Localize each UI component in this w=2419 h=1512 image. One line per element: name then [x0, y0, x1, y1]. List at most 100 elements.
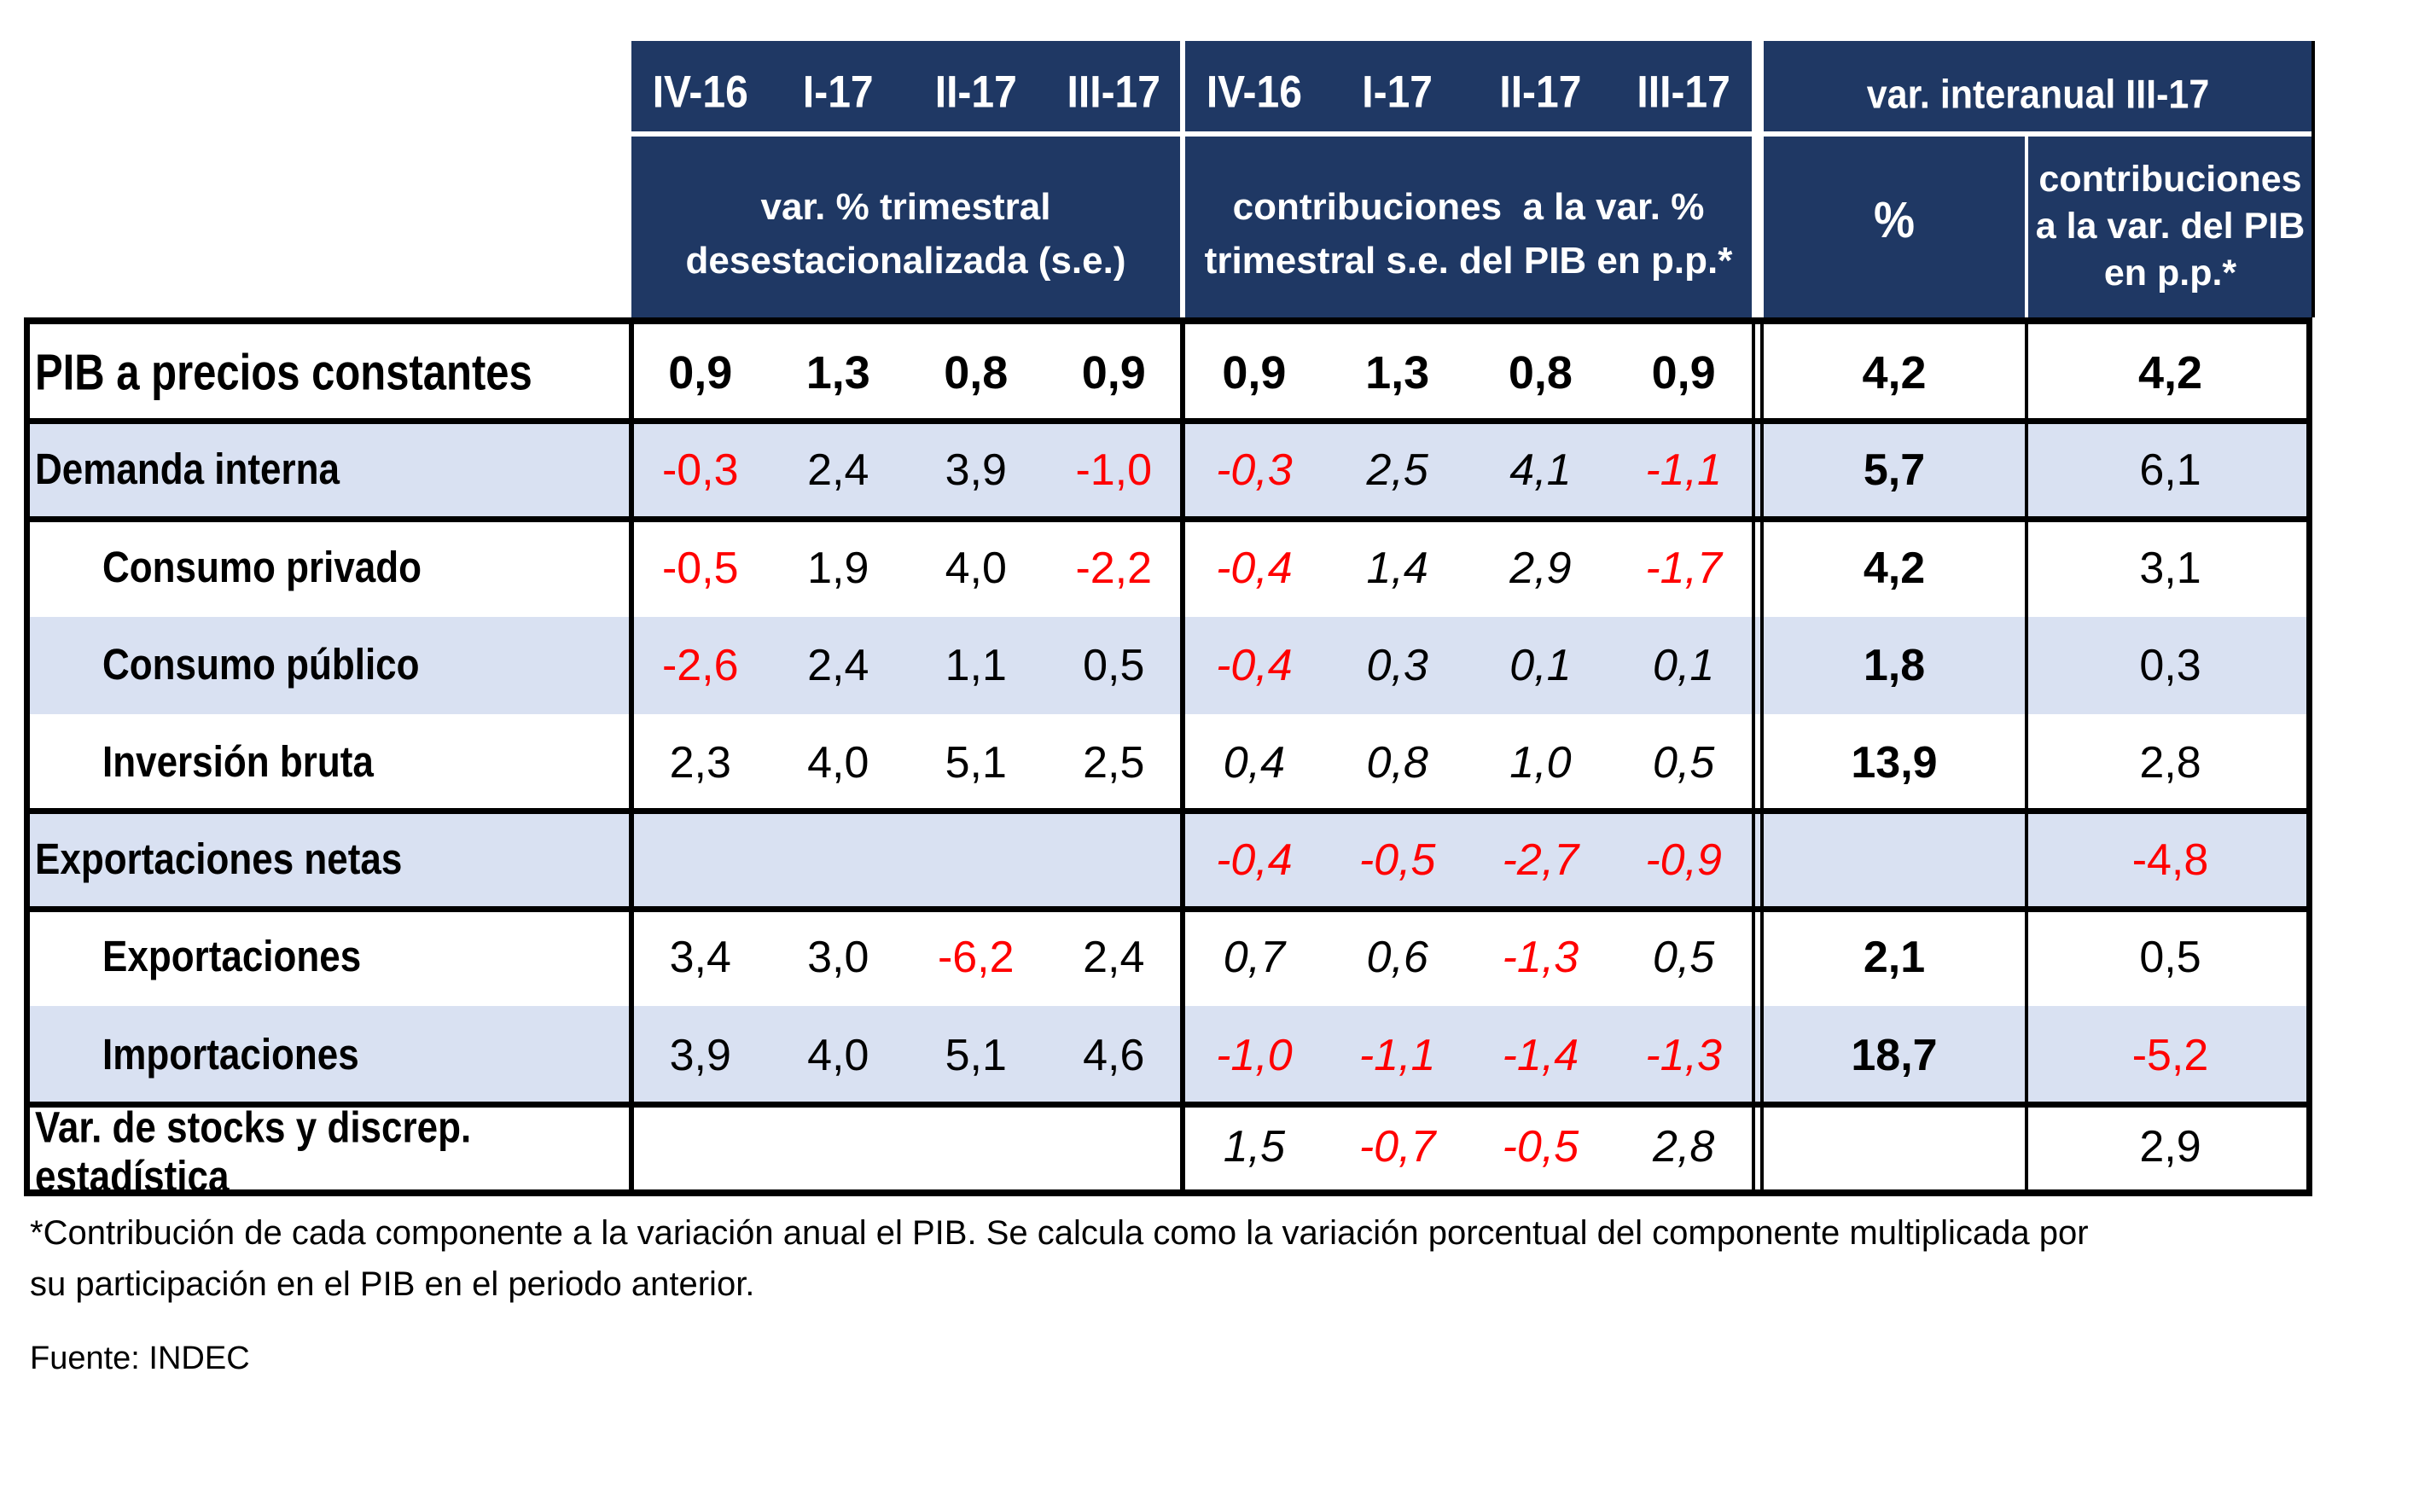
table-row-divider-3	[24, 807, 2312, 814]
cell-importaciones-contrib-1: -1,1	[1358, 1030, 1436, 1080]
row-label-consumo-publico: Consumo público	[102, 641, 420, 689]
cell-var-stocks-contrib-2: -0,5	[1502, 1122, 1579, 1172]
cell-inversion-bruta-contrib-1: 0,8	[1366, 737, 1428, 788]
table-col-divider-groups	[1180, 317, 1185, 1196]
cell-inversion-bruta-se-1: 4,0	[807, 737, 869, 788]
cell-consumo-privado-se-0: -0,5	[661, 543, 739, 593]
table-border-bottom	[24, 1189, 2312, 1196]
footnote-line1: *Contribución de cada componente a la va…	[30, 1214, 2089, 1253]
footnote-line2: su participación en el PIB en el periodo…	[30, 1265, 755, 1304]
header-title-interanual: var. interanual III-17	[1866, 72, 2210, 117]
header-quarter-contrib-III-17: III-17	[1637, 67, 1730, 118]
cell-exportaciones-netas-contrib-1: -0,5	[1358, 835, 1436, 885]
header-title-contrib-line2: trimestral s.e. del PIB en p.p.*	[1204, 239, 1733, 282]
header-title-contrib-pib-line2: a la var. del PIB	[2035, 205, 2306, 247]
cell-exportaciones-contrib-1: 0,6	[1366, 933, 1428, 982]
cell-exportaciones-se-3: 2,4	[1083, 933, 1145, 982]
cell-importaciones-se-1: 4,0	[807, 1030, 869, 1080]
cell-inversion-bruta-yoy-pct: 13,9	[1851, 737, 1938, 788]
cell-inversion-bruta-se-2: 5,1	[945, 737, 1007, 788]
header-band-title-se	[631, 137, 1180, 317]
source-note: Fuente: INDEC	[30, 1340, 250, 1376]
cell-importaciones-yoy-contrib: -5,2	[2131, 1030, 2209, 1080]
cell-exportaciones-netas-yoy-contrib: -4,8	[2131, 835, 2209, 885]
cell-pib-yoy-contrib: 4,2	[2137, 346, 2203, 398]
cell-inversion-bruta-contrib-2: 1,0	[1509, 737, 1572, 788]
header-band-title-contrib	[1185, 137, 1752, 317]
table-col-divider-label	[629, 317, 634, 1196]
cell-consumo-privado-contrib-2: 2,9	[1509, 543, 1572, 593]
header-quarter-contrib-I-17: I-17	[1362, 67, 1433, 118]
cell-consumo-privado-yoy-pct: 4,2	[1863, 543, 1926, 593]
table-border-top	[24, 317, 2312, 324]
cell-consumo-publico-se-0: -2,6	[661, 641, 739, 690]
cell-pib-se-2: 0,8	[944, 346, 1009, 398]
cell-exportaciones-se-0: 3,4	[669, 933, 731, 982]
row-stripe-exportaciones-netas	[24, 811, 2312, 909]
header-band-interanual	[1764, 41, 2312, 131]
row-label-demanda-interna: Demanda interna	[35, 445, 340, 494]
header-quarter-se-II-17: II-17	[934, 67, 1017, 118]
header-quarter-contrib-IV-16: IV-16	[1206, 67, 1302, 118]
cell-inversion-bruta-se-3: 2,5	[1083, 737, 1145, 788]
cell-importaciones-contrib-3: -1,3	[1645, 1030, 1722, 1080]
header-title-se-line1: var. % trimestral	[760, 185, 1051, 228]
cell-consumo-privado-contrib-1: 1,4	[1366, 543, 1428, 593]
cell-inversion-bruta-se-0: 2,3	[669, 737, 731, 788]
cell-demanda-interna-se-3: -1,0	[1075, 445, 1153, 495]
cell-var-stocks-contrib-0: 1,5	[1223, 1122, 1286, 1172]
cell-consumo-publico-yoy-pct: 1,8	[1863, 641, 1926, 690]
cell-demanda-interna-se-1: 2,4	[807, 445, 869, 495]
cell-exportaciones-yoy-contrib: 0,5	[2139, 933, 2201, 982]
cell-pib-contrib-3: 0,9	[1651, 346, 1716, 398]
row-label-var-stocks-line1: Var. de stocks y discrep.	[35, 1103, 472, 1152]
row-label-consumo-privado: Consumo privado	[102, 543, 422, 592]
header-title-se-line2: desestacionalizada (s.e.)	[685, 239, 1126, 282]
cell-demanda-interna-yoy-pct: 5,7	[1863, 445, 1926, 495]
cell-pib-contrib-0: 0,9	[1222, 346, 1287, 398]
header-quarter-se-I-17: I-17	[802, 67, 874, 118]
row-label-inversion-bruta: Inversión bruta	[102, 737, 374, 787]
table-border-left	[24, 317, 30, 1196]
cell-consumo-publico-contrib-2: 0,1	[1509, 641, 1572, 690]
cell-consumo-publico-se-3: 0,5	[1083, 641, 1145, 690]
header-quarter-contrib-II-17: II-17	[1499, 67, 1582, 118]
header-title-contrib-line1: contribuciones a la var. %	[1232, 185, 1705, 228]
cell-consumo-privado-se-3: -2,2	[1075, 543, 1153, 593]
cell-demanda-interna-contrib-0: -0,3	[1216, 445, 1293, 495]
cell-pib-se-0: 0,9	[668, 346, 733, 398]
row-stripe-demanda-interna	[24, 421, 2312, 519]
header-title-contrib-pib-line3: en p.p.*	[2103, 252, 2237, 294]
row-label-importaciones: Importaciones	[102, 1030, 359, 1079]
cell-demanda-interna-se-0: -0,3	[661, 445, 739, 495]
row-label-exportaciones-netas: Exportaciones netas	[35, 835, 403, 884]
table-border-right	[2306, 317, 2312, 1196]
cell-consumo-publico-yoy-contrib: 0,3	[2139, 641, 2201, 690]
header-band-contrib-pib	[2028, 137, 2312, 317]
cell-var-stocks-contrib-3: 2,8	[1652, 1122, 1715, 1172]
cell-pib-contrib-2: 0,8	[1508, 346, 1573, 398]
table-col-divider-pct	[2025, 317, 2028, 1196]
header-title-contrib-pib-line1: contribuciones	[2038, 158, 2302, 200]
table-row-divider-1	[24, 417, 2312, 424]
cell-importaciones-contrib-0: -1,0	[1216, 1030, 1293, 1080]
cell-importaciones-contrib-2: -1,4	[1502, 1030, 1579, 1080]
cell-consumo-privado-contrib-0: -0,4	[1216, 543, 1293, 593]
table-col-divider-double-b	[1760, 317, 1764, 1196]
cell-inversion-bruta-yoy-contrib: 2,8	[2139, 737, 2201, 788]
row-label-pib: PIB a precios constantes	[35, 344, 532, 401]
cell-inversion-bruta-contrib-3: 0,5	[1652, 737, 1715, 788]
cell-exportaciones-contrib-3: 0,5	[1652, 933, 1715, 982]
table-col-divider-double-a	[1752, 317, 1755, 1196]
cell-consumo-publico-contrib-3: 0,1	[1652, 641, 1715, 690]
row-stripe-importaciones	[24, 1006, 2312, 1104]
cell-exportaciones-netas-contrib-3: -0,9	[1645, 835, 1722, 885]
cell-exportaciones-contrib-0: 0,7	[1223, 933, 1286, 982]
header-band-quarters-contrib	[1185, 41, 1752, 131]
cell-pib-se-1: 1,3	[805, 346, 870, 398]
cell-exportaciones-yoy-pct: 2,1	[1863, 933, 1926, 982]
header-band-pct	[1764, 137, 2025, 317]
cell-consumo-publico-se-2: 1,1	[945, 641, 1007, 690]
header-quarter-se-III-17: III-17	[1067, 67, 1160, 118]
